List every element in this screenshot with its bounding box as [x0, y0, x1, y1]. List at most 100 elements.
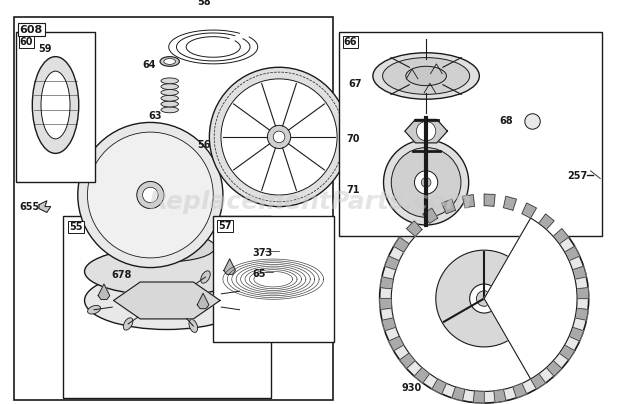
- Bar: [339, 32, 602, 236]
- Circle shape: [143, 187, 158, 203]
- Circle shape: [436, 250, 533, 347]
- Text: 67: 67: [348, 79, 362, 89]
- Bar: [14, 17, 333, 400]
- Ellipse shape: [189, 320, 198, 332]
- Wedge shape: [484, 218, 577, 379]
- Polygon shape: [531, 374, 546, 389]
- Text: 257: 257: [567, 170, 588, 181]
- Ellipse shape: [161, 101, 179, 107]
- Polygon shape: [539, 214, 554, 229]
- Polygon shape: [382, 318, 396, 331]
- Polygon shape: [400, 353, 415, 368]
- Polygon shape: [39, 201, 51, 213]
- Ellipse shape: [41, 71, 70, 139]
- Bar: [63, 216, 272, 398]
- Polygon shape: [522, 203, 536, 218]
- Ellipse shape: [161, 90, 179, 95]
- Polygon shape: [473, 391, 484, 403]
- Polygon shape: [553, 229, 569, 244]
- Polygon shape: [577, 288, 588, 299]
- Text: 70: 70: [347, 134, 360, 144]
- Ellipse shape: [32, 57, 79, 154]
- Text: 930: 930: [402, 383, 422, 393]
- Text: 655: 655: [20, 202, 40, 212]
- Polygon shape: [432, 379, 446, 394]
- Polygon shape: [441, 199, 456, 214]
- Polygon shape: [575, 308, 588, 320]
- Circle shape: [87, 132, 213, 258]
- Polygon shape: [394, 237, 409, 252]
- Circle shape: [391, 147, 461, 217]
- Text: 68: 68: [500, 116, 513, 126]
- Polygon shape: [559, 345, 575, 360]
- Text: ReplacementParts.com: ReplacementParts.com: [148, 190, 472, 214]
- Circle shape: [525, 114, 540, 129]
- Circle shape: [137, 181, 164, 208]
- Ellipse shape: [128, 227, 205, 248]
- Ellipse shape: [373, 53, 479, 99]
- Polygon shape: [452, 387, 465, 401]
- Polygon shape: [463, 195, 474, 208]
- Polygon shape: [98, 284, 110, 299]
- Circle shape: [417, 122, 436, 141]
- Ellipse shape: [160, 57, 179, 66]
- Polygon shape: [385, 256, 399, 270]
- Polygon shape: [407, 221, 422, 236]
- Text: 59: 59: [38, 44, 51, 54]
- Text: 63: 63: [148, 111, 162, 121]
- Polygon shape: [494, 389, 506, 402]
- Text: 56: 56: [197, 140, 210, 150]
- Text: 64: 64: [143, 60, 156, 70]
- Circle shape: [421, 178, 431, 187]
- Text: 57: 57: [218, 221, 232, 231]
- Polygon shape: [513, 383, 526, 398]
- Polygon shape: [379, 299, 392, 309]
- Polygon shape: [113, 282, 220, 319]
- Circle shape: [415, 171, 438, 194]
- Polygon shape: [572, 266, 587, 279]
- Ellipse shape: [161, 78, 179, 84]
- Polygon shape: [389, 336, 404, 351]
- Ellipse shape: [161, 84, 179, 90]
- Circle shape: [78, 122, 223, 267]
- Polygon shape: [503, 196, 516, 210]
- Ellipse shape: [84, 247, 249, 296]
- Bar: [16, 32, 95, 183]
- Circle shape: [476, 291, 492, 306]
- Text: 608: 608: [20, 25, 43, 35]
- Ellipse shape: [87, 305, 100, 314]
- Text: 678: 678: [112, 270, 132, 280]
- Text: 71: 71: [347, 185, 360, 195]
- Ellipse shape: [233, 287, 246, 295]
- Text: 60: 60: [20, 37, 33, 47]
- Circle shape: [221, 79, 337, 195]
- Ellipse shape: [123, 318, 133, 330]
- Circle shape: [210, 67, 348, 206]
- Circle shape: [391, 206, 577, 391]
- Polygon shape: [546, 361, 562, 376]
- Ellipse shape: [164, 59, 175, 64]
- Polygon shape: [380, 277, 393, 289]
- Ellipse shape: [161, 95, 179, 101]
- Circle shape: [470, 284, 498, 313]
- Polygon shape: [197, 293, 209, 309]
- Text: 65: 65: [252, 269, 265, 279]
- Ellipse shape: [118, 233, 215, 262]
- Ellipse shape: [233, 305, 246, 314]
- Polygon shape: [565, 246, 580, 261]
- Circle shape: [267, 125, 291, 149]
- Ellipse shape: [161, 107, 179, 113]
- Polygon shape: [569, 327, 583, 341]
- Circle shape: [379, 194, 588, 403]
- Text: 55: 55: [69, 222, 82, 232]
- Text: 66: 66: [344, 37, 357, 47]
- Circle shape: [384, 140, 469, 225]
- Text: 58: 58: [197, 0, 210, 6]
- Ellipse shape: [265, 267, 273, 278]
- Bar: [213, 216, 334, 342]
- Polygon shape: [414, 368, 430, 383]
- Circle shape: [273, 131, 285, 143]
- Polygon shape: [224, 259, 236, 274]
- Ellipse shape: [201, 271, 210, 283]
- Text: 373: 373: [252, 248, 272, 258]
